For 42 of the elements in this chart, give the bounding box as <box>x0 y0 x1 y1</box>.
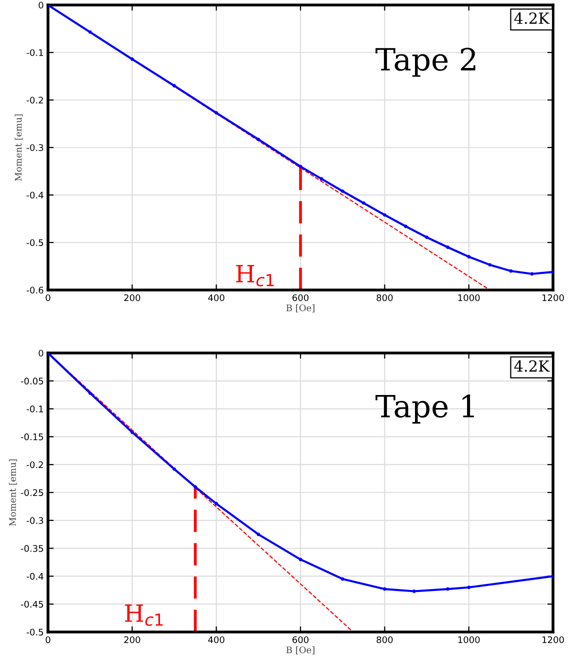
y-tick-label: -0.2 <box>26 96 43 104</box>
x-tick-label: 1000 <box>458 294 480 302</box>
y-tick-label: 0 <box>38 2 44 9</box>
x-tick-label: 1200 <box>542 294 564 302</box>
y-tick-label: -0.5 <box>26 628 44 636</box>
y-tick-label: -0.05 <box>20 378 44 384</box>
x-tick-label: 1000 <box>458 636 480 644</box>
annotation: 4.2K <box>514 360 550 372</box>
x-tick-label: 0 <box>46 636 50 644</box>
y-tick-label: -0.5 <box>26 239 44 246</box>
y-tick-label: -0.15 <box>20 433 44 440</box>
y-tick-label: -0.2 <box>26 461 43 468</box>
x-axis-title: B [Oe] <box>286 646 314 654</box>
annotation: Tape 2 <box>376 48 476 77</box>
annotation: H$_{c1}$ <box>125 604 163 626</box>
y-tick-label: -0.4 <box>26 192 44 199</box>
y-tick-label: -0.1 <box>26 406 43 412</box>
x-tick-label: 200 <box>124 294 140 302</box>
y-axis-title: Moment [emu] <box>14 114 23 181</box>
y-tick-label: -0.3 <box>26 517 44 524</box>
y-tick-label: 0 <box>38 350 44 357</box>
y-tick-label: -0.3 <box>26 144 44 152</box>
x-tick-label: 400 <box>208 294 224 302</box>
y-tick-label: -0.1 <box>26 49 43 56</box>
x-tick-label: 200 <box>124 636 140 644</box>
x-axis-title: B [Oe] <box>286 304 314 312</box>
x-tick-label: 1200 <box>542 636 564 644</box>
annotation: 4.2K <box>514 12 550 24</box>
annotation: Tape 1 <box>376 394 474 424</box>
x-tick-label: 400 <box>208 636 224 644</box>
y-tick-label: -0.6 <box>26 286 44 294</box>
y-tick-label: -0.45 <box>20 600 44 608</box>
x-tick-label: 800 <box>376 294 393 302</box>
x-tick-label: 600 <box>292 294 309 302</box>
y-tick-label: -0.25 <box>20 489 44 496</box>
x-tick-label: 0 <box>46 294 50 302</box>
y-tick-label: -0.4 <box>26 572 44 580</box>
x-tick-label: 800 <box>376 636 393 644</box>
annotation: H$_{c1}$ <box>236 265 274 286</box>
y-tick-label: -0.35 <box>20 545 44 552</box>
y-axis-title: Moment [emu] <box>8 459 18 526</box>
x-tick-label: 600 <box>292 636 309 644</box>
